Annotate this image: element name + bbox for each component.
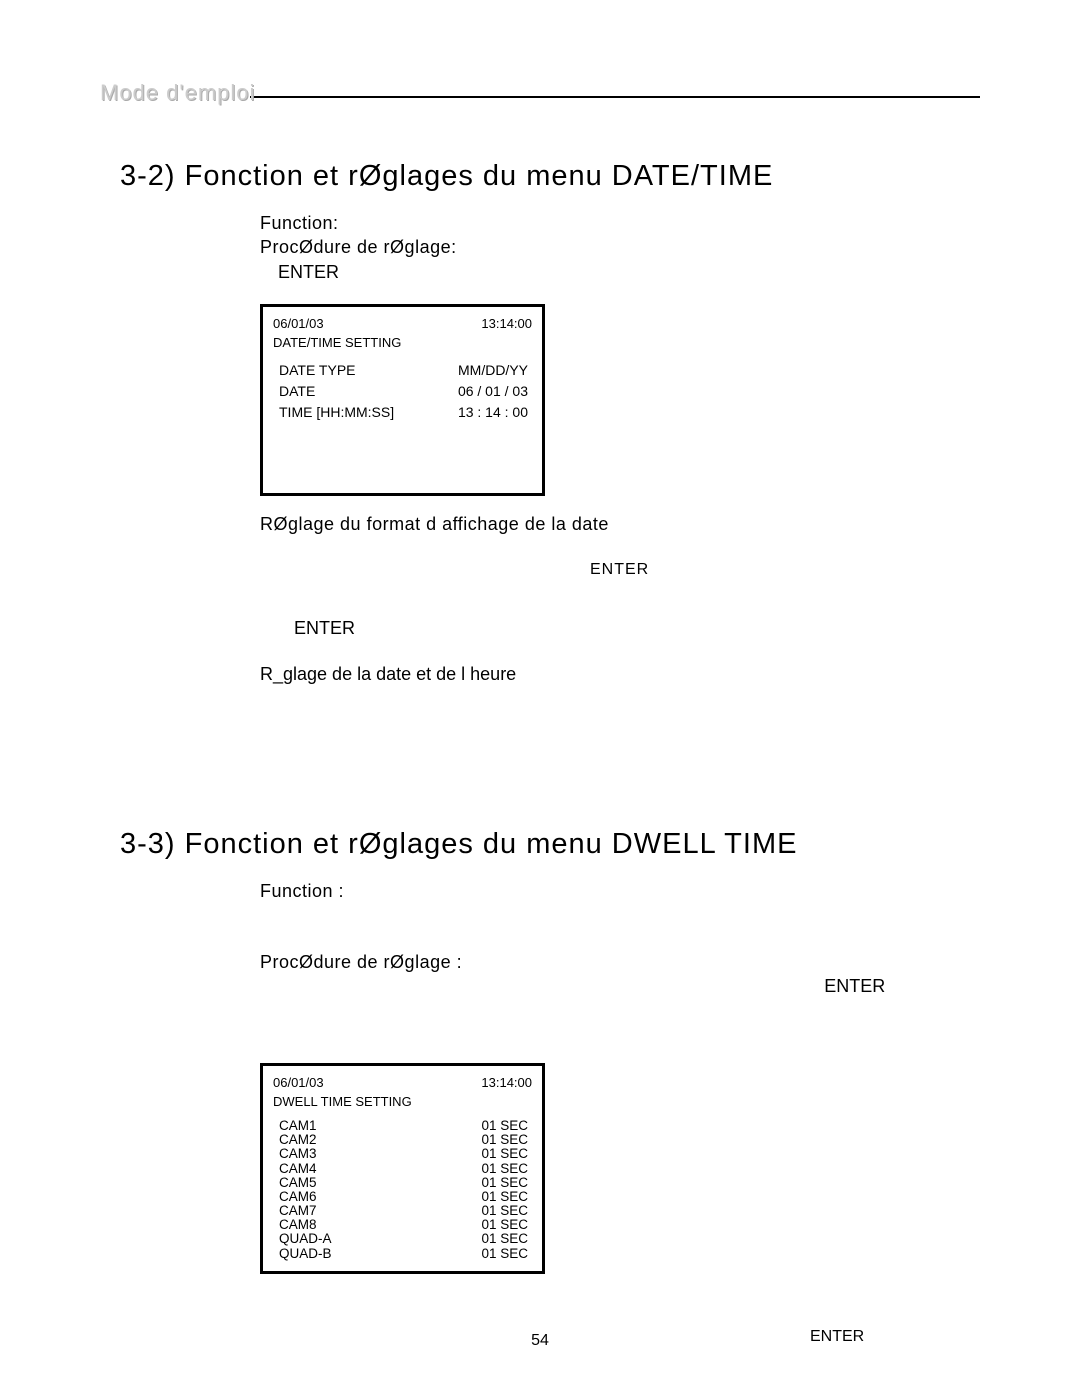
row-label: DATE TYPE bbox=[279, 361, 356, 380]
function-line: Function: Permet d'afficher et de régler… bbox=[260, 211, 980, 235]
row-label: CAM1 bbox=[279, 1119, 317, 1133]
screen-top-row-33: 06/01/03 13:14:00 bbox=[273, 1074, 532, 1092]
para1-enter1: ENTER bbox=[590, 561, 649, 578]
procedure-label: ProcØdure de rØglage: bbox=[260, 237, 457, 257]
row-label: CAM5 bbox=[279, 1176, 317, 1190]
para-datetime-set: R_glage de la date et de l heure bbox=[260, 662, 980, 686]
para1-text3: pour valider le format choisi. bbox=[360, 618, 585, 638]
row-label: CAM4 bbox=[279, 1162, 317, 1176]
screen-time: 13:14:00 bbox=[481, 315, 532, 333]
para1-text1: Positionnez le curseur en face de DATE T… bbox=[260, 539, 698, 556]
screen-row: DATE 06 / 01 / 03 bbox=[273, 381, 532, 402]
section-3-2-body: Function: Permet d'afficher et de régler… bbox=[260, 211, 980, 748]
row-value: 13 : 14 : 00 bbox=[458, 403, 528, 422]
row-label: CAM7 bbox=[279, 1204, 317, 1218]
para2-text: Pour régler la date ou l'heure, déplacez… bbox=[260, 688, 980, 748]
dwell-screen-box: 06/01/03 13:14:00 DWELL TIME SETTING CAM… bbox=[260, 1063, 545, 1274]
row-value: 01 SEC bbox=[481, 1133, 528, 1147]
header-rule bbox=[250, 96, 980, 98]
para2-label: R_glage de la date et de l heure bbox=[260, 664, 516, 684]
enter-after: pour afficher l'écran de réglage ci-dess… bbox=[344, 262, 687, 282]
screen-row: CAM5 01 SEC bbox=[273, 1176, 532, 1190]
screen-row: CAM2 01 SEC bbox=[273, 1133, 532, 1147]
enter-label: ENTER bbox=[278, 262, 339, 282]
screen-row: TIME [HH:MM:SS] 13 : 14 : 00 bbox=[273, 402, 532, 423]
procedure-line-33: ProcØdure de rØglage : bbox=[260, 950, 980, 974]
screen-subtitle-33: DWELL TIME SETTING bbox=[273, 1093, 532, 1111]
function-text: Permet d'afficher et de régler la date e… bbox=[344, 213, 718, 233]
function-line-33: Function : Permet de régler la durée d'a… bbox=[260, 879, 980, 928]
screen-row: CAM6 01 SEC bbox=[273, 1190, 532, 1204]
row-value: 01 SEC bbox=[481, 1147, 528, 1161]
screen-subtitle: DATE/TIME SETTING bbox=[273, 334, 532, 352]
screen-row: CAM3 01 SEC bbox=[273, 1147, 532, 1161]
procedure-label-33: ProcØdure de rØglage : bbox=[260, 952, 462, 972]
function-label-33: Function : bbox=[260, 881, 344, 901]
row-label: CAM2 bbox=[279, 1133, 317, 1147]
procedure-text: Sélectionnez le menu DATE/TIME et appuye… bbox=[462, 237, 857, 257]
screen-row: QUAD-B 01 SEC bbox=[273, 1247, 532, 1261]
row-label: TIME [HH:MM:SS] bbox=[279, 403, 394, 422]
section-3-2: 3-2) Fonction et rØglages du menu DATE/T… bbox=[100, 160, 980, 748]
row-value: 01 SEC bbox=[481, 1119, 528, 1133]
row-value: 06 / 01 / 03 bbox=[458, 382, 528, 401]
section-3-3-body: Function : Permet de régler la durée d'a… bbox=[260, 879, 980, 1370]
page-header: Mode d'emploi bbox=[100, 80, 980, 98]
section-3-2-title: 3-2) Fonction et rØglages du menu DATE/T… bbox=[120, 160, 980, 193]
row-value: 01 SEC bbox=[481, 1232, 528, 1246]
procedure-line: ProcØdure de rØglage: Sélectionnez le me… bbox=[260, 235, 980, 259]
row-label: QUAD-B bbox=[279, 1247, 332, 1261]
enter-line: ENTER pour afficher l'écran de réglage c… bbox=[278, 260, 980, 284]
page-number: 54 bbox=[0, 1332, 1080, 1350]
row-value: MM/DD/YY bbox=[458, 361, 528, 380]
screen-top-row: 06/01/03 13:14:00 bbox=[273, 315, 532, 333]
row-label: CAM3 bbox=[279, 1147, 317, 1161]
row-value: 01 SEC bbox=[481, 1176, 528, 1190]
tail-text1: Déplacez le curseur sur la valeur de dur… bbox=[260, 1306, 841, 1323]
section-3-3: 3-3) Fonction et rØglages du menu DWELL … bbox=[100, 828, 980, 1370]
screen-date: 06/01/03 bbox=[273, 315, 324, 333]
row-label: CAM6 bbox=[279, 1190, 317, 1204]
datetime-screen-box: 06/01/03 13:14:00 DATE/TIME SETTING DATE… bbox=[260, 304, 545, 496]
row-value: 01 SEC bbox=[481, 1204, 528, 1218]
procedure-enter-33: ENTER bbox=[824, 976, 885, 996]
para-date-format: RØglage du format d affichage de la date… bbox=[260, 512, 980, 582]
screen-row: CAM8 01 SEC bbox=[273, 1218, 532, 1232]
row-label: QUAD-A bbox=[279, 1232, 332, 1246]
section-3-3-title: 3-3) Fonction et rØglages du menu DWELL … bbox=[120, 828, 980, 861]
para1-enter2-line: ENTER pour valider le format choisi. bbox=[294, 616, 980, 640]
procedure-text-33-line: Sélectionnez le menu DWELL TIME et appuy… bbox=[260, 974, 980, 1023]
screen-row: QUAD-A 01 SEC bbox=[273, 1232, 532, 1246]
screen-date-33: 06/01/03 bbox=[273, 1074, 324, 1092]
logo-text: Mode d'emploi bbox=[100, 80, 255, 106]
spacer bbox=[260, 928, 980, 950]
row-value: 01 SEC bbox=[481, 1162, 528, 1176]
procedure-text1-33: Sélectionnez le menu DWELL TIME et appuy… bbox=[260, 976, 674, 996]
row-value: 01 SEC bbox=[481, 1218, 528, 1232]
row-label: CAM8 bbox=[279, 1218, 317, 1232]
screen-row: CAM1 01 SEC bbox=[273, 1119, 532, 1133]
function-text-33: Permet de régler la durée d'affichage de… bbox=[260, 881, 961, 925]
row-label: DATE bbox=[279, 382, 315, 401]
screen-row: CAM4 01 SEC bbox=[273, 1162, 532, 1176]
row-value: 01 SEC bbox=[481, 1247, 528, 1261]
screen-row: DATE TYPE MM/DD/YY bbox=[273, 360, 532, 381]
para1-enter2: ENTER bbox=[294, 618, 355, 638]
row-value: 01 SEC bbox=[481, 1190, 528, 1204]
screen-row: CAM7 01 SEC bbox=[273, 1204, 532, 1218]
function-label: Function: bbox=[260, 213, 339, 233]
screen-time-33: 13:14:00 bbox=[481, 1074, 532, 1092]
screen-spacer bbox=[273, 423, 532, 483]
para1-label: RØglage du format d affichage de la date bbox=[260, 514, 609, 534]
